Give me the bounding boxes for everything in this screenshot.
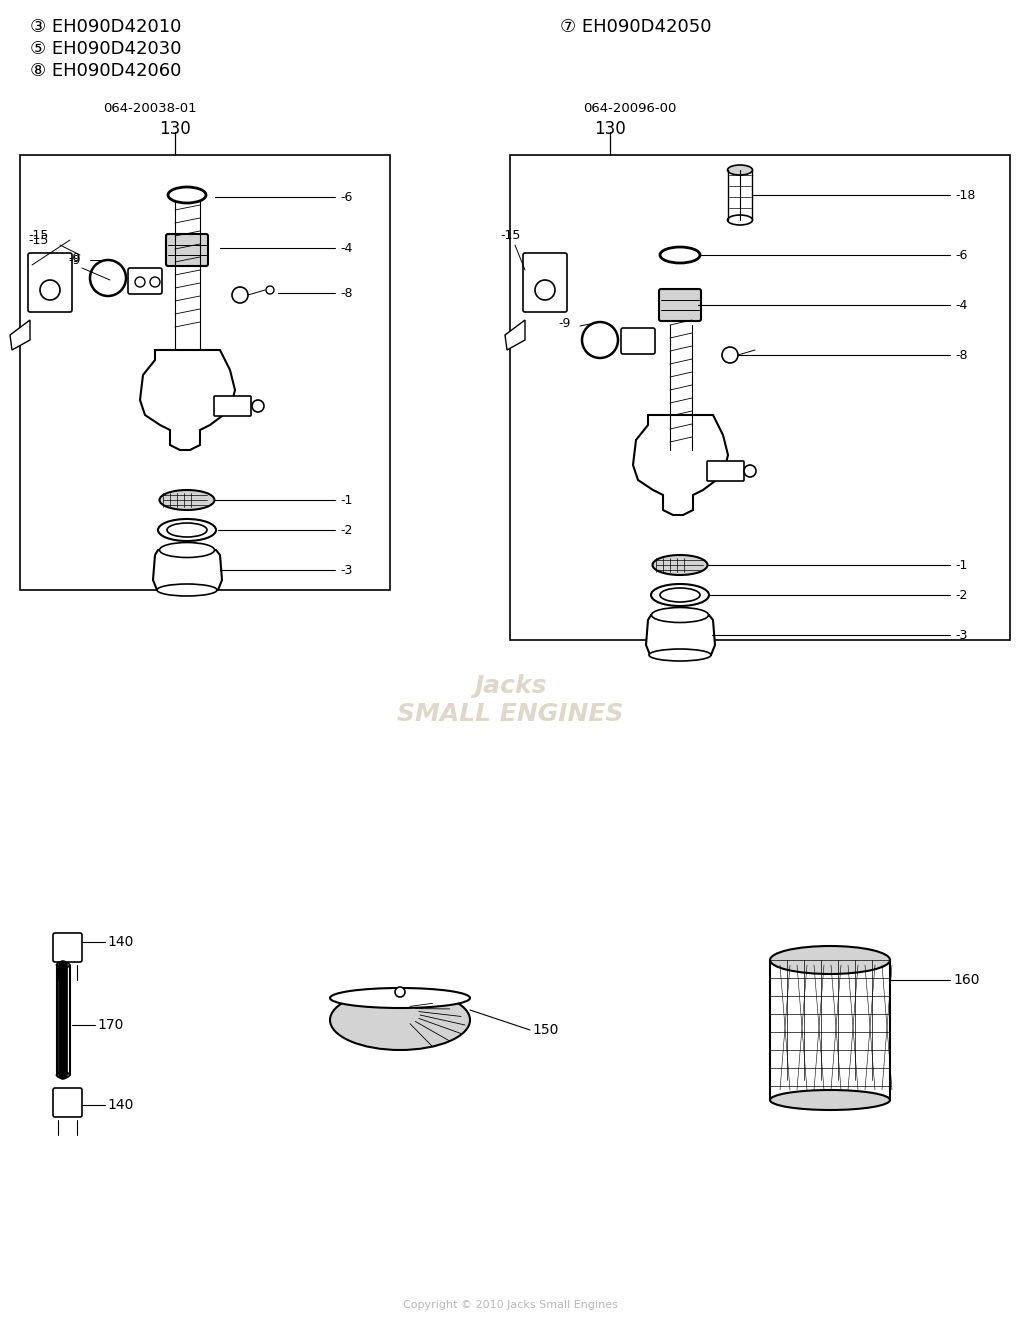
FancyBboxPatch shape	[621, 328, 654, 354]
Bar	[20, 155, 389, 590]
FancyBboxPatch shape	[706, 461, 743, 481]
Text: -3: -3	[954, 628, 966, 642]
Circle shape	[266, 285, 274, 293]
Circle shape	[721, 347, 738, 363]
Ellipse shape	[157, 584, 217, 596]
Text: -2: -2	[954, 588, 966, 602]
Ellipse shape	[652, 555, 707, 575]
Polygon shape	[645, 615, 714, 655]
Ellipse shape	[159, 490, 214, 511]
Polygon shape	[140, 350, 234, 450]
Text: ③ EH090D42010: ③ EH090D42010	[30, 17, 181, 36]
Text: -9: -9	[68, 253, 81, 267]
FancyBboxPatch shape	[28, 253, 72, 312]
Ellipse shape	[330, 990, 470, 1051]
Text: 064-20038-01: 064-20038-01	[103, 102, 197, 115]
Ellipse shape	[158, 519, 216, 541]
Polygon shape	[153, 549, 222, 590]
Text: 140: 140	[107, 935, 133, 949]
Circle shape	[90, 260, 126, 296]
Text: -6: -6	[954, 248, 966, 261]
Text: 130: 130	[593, 121, 626, 138]
Ellipse shape	[769, 946, 890, 974]
Polygon shape	[633, 415, 728, 515]
Text: -8: -8	[339, 287, 353, 300]
FancyBboxPatch shape	[127, 268, 162, 293]
Polygon shape	[504, 320, 525, 350]
Text: -9: -9	[68, 252, 81, 264]
Text: -1: -1	[954, 559, 966, 571]
Circle shape	[252, 401, 264, 411]
Text: -15: -15	[499, 229, 520, 241]
Text: -6: -6	[339, 190, 352, 204]
Text: 170: 170	[97, 1018, 123, 1032]
Text: -15: -15	[28, 229, 48, 241]
Ellipse shape	[727, 214, 752, 225]
FancyBboxPatch shape	[53, 933, 82, 962]
Ellipse shape	[769, 1089, 890, 1110]
Circle shape	[135, 277, 145, 287]
Ellipse shape	[330, 988, 470, 1008]
Circle shape	[582, 322, 618, 358]
Ellipse shape	[159, 543, 214, 557]
Ellipse shape	[651, 607, 708, 623]
Text: 150: 150	[532, 1022, 557, 1037]
Circle shape	[535, 280, 554, 300]
Text: ⑧ EH090D42060: ⑧ EH090D42060	[30, 62, 181, 80]
Text: -18: -18	[954, 189, 974, 201]
Bar	[510, 155, 1009, 641]
Ellipse shape	[56, 962, 69, 967]
Text: -3: -3	[339, 564, 352, 576]
Polygon shape	[10, 320, 30, 350]
FancyBboxPatch shape	[523, 253, 567, 312]
Text: -1: -1	[339, 493, 352, 507]
Text: -4: -4	[339, 241, 352, 255]
Ellipse shape	[56, 1072, 69, 1077]
Circle shape	[150, 277, 160, 287]
Text: ⑦ EH090D42050: ⑦ EH090D42050	[559, 17, 711, 36]
Text: -15: -15	[28, 233, 48, 247]
FancyBboxPatch shape	[658, 289, 700, 322]
Text: -8: -8	[954, 348, 967, 362]
Circle shape	[231, 287, 248, 303]
Ellipse shape	[167, 523, 207, 537]
Text: 064-20096-00: 064-20096-00	[583, 102, 676, 115]
Text: -9: -9	[557, 316, 570, 330]
Ellipse shape	[727, 165, 752, 176]
Ellipse shape	[650, 584, 708, 606]
Text: -4: -4	[954, 299, 966, 311]
Ellipse shape	[659, 247, 699, 263]
Circle shape	[394, 988, 405, 997]
Circle shape	[743, 465, 755, 477]
FancyBboxPatch shape	[166, 234, 208, 267]
FancyBboxPatch shape	[53, 1088, 82, 1118]
Text: Jacks
SMALL ENGINES: Jacks SMALL ENGINES	[396, 674, 623, 726]
Text: Copyright © 2010 Jacks Small Engines: Copyright © 2010 Jacks Small Engines	[403, 1300, 616, 1311]
Text: ⑤ EH090D42030: ⑤ EH090D42030	[30, 40, 181, 58]
Text: -2: -2	[339, 524, 352, 536]
FancyBboxPatch shape	[214, 397, 251, 415]
Polygon shape	[175, 200, 200, 340]
Ellipse shape	[659, 588, 699, 602]
Circle shape	[40, 280, 60, 300]
Text: 160: 160	[952, 973, 978, 988]
Text: 130: 130	[159, 121, 191, 138]
Ellipse shape	[168, 188, 206, 202]
Ellipse shape	[648, 649, 710, 661]
Text: 140: 140	[107, 1097, 133, 1112]
